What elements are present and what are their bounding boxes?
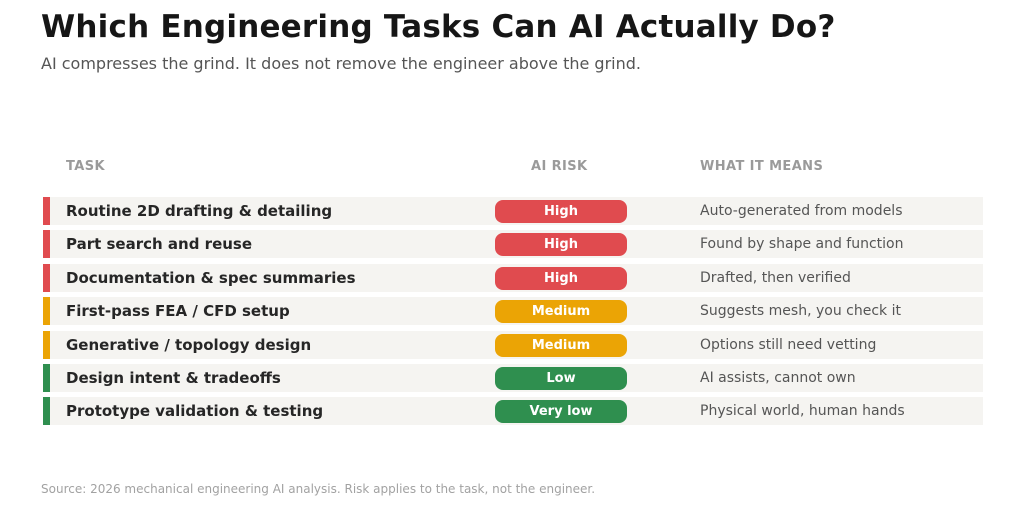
risk-accent-bar	[43, 297, 50, 326]
meaning-label: Suggests mesh, you check it	[700, 303, 901, 320]
meaning-label: AI assists, cannot own	[700, 369, 856, 386]
risk-accent-bar	[43, 230, 50, 259]
risk-badge: Low	[495, 366, 627, 390]
meaning-label: Options still need vetting	[700, 336, 877, 353]
task-label: Part search and reuse	[66, 235, 253, 254]
table-row: Design intent & tradeoffs Low AI assists, …	[43, 363, 983, 392]
meaning-label: Found by shape and function	[700, 236, 904, 253]
risk-accent-bar	[43, 330, 50, 359]
risk-badge: Medium	[495, 300, 627, 324]
risk-badge: Medium	[495, 333, 627, 357]
task-label: Routine 2D drafting & detailing	[66, 202, 333, 220]
risk-accent-bar	[43, 363, 50, 392]
source-note: Source: 2026 mechanical engineering AI a…	[41, 482, 596, 496]
table-row: First-pass FEA / CFD setup Medium Suggests…	[43, 297, 983, 326]
task-label: Prototype validation & testing	[66, 402, 324, 421]
task-label: Documentation & spec summaries	[66, 268, 356, 287]
risk-badge: High	[495, 266, 627, 290]
risk-accent-bar	[43, 197, 50, 225]
risk-accent-bar	[43, 397, 50, 426]
task-label: Generative / topology design	[66, 335, 312, 354]
table-row: Part search and reuse High Found by shape …	[43, 230, 983, 259]
chart-subtitle: AI compresses the grind. It does not rem…	[41, 54, 641, 73]
meaning-label: Physical world, human hands	[700, 403, 905, 420]
column-header-task: TASK	[66, 159, 105, 174]
risk-badge: Very low	[495, 400, 627, 424]
table-row: Generative / topology design Medium Option…	[43, 330, 983, 359]
chart-title: Which Engineering Tasks Can AI Actually …	[41, 9, 836, 45]
meaning-label: Drafted, then verified	[700, 269, 851, 286]
table-row: Routine 2D drafting & detailing High Auto-…	[43, 197, 983, 225]
column-header-what-it-means: WHAT IT MEANS	[700, 159, 824, 174]
risk-badge: High	[495, 200, 627, 223]
task-label: First-pass FEA / CFD setup	[66, 302, 290, 321]
risk-accent-bar	[43, 263, 50, 292]
table-row: Prototype validation & testing Very low Ph…	[43, 397, 983, 426]
task-label: Design intent & tradeoffs	[66, 368, 281, 387]
table-row: Documentation & spec summaries High Drafte…	[43, 263, 983, 292]
column-header-ai-risk: AI RISK	[531, 159, 588, 174]
meaning-label: Auto-generated from models	[700, 203, 903, 219]
task-table: Routine 2D drafting & detailing High Auto-…	[43, 197, 983, 431]
risk-badge: High	[495, 233, 627, 257]
